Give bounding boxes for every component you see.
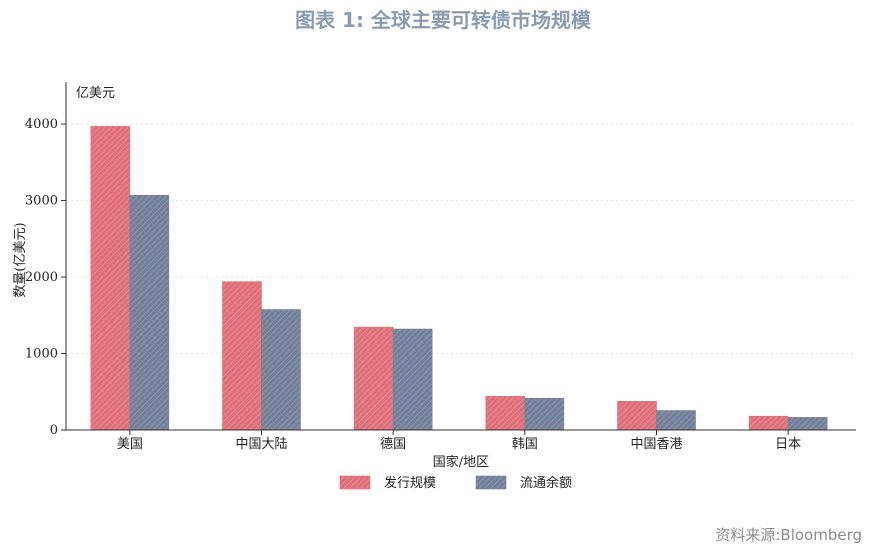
legend: 发行规模 流通余额 xyxy=(339,475,572,491)
bar-issue xyxy=(617,401,657,431)
bar-outstanding xyxy=(129,194,170,431)
y-tick-label: 0 xyxy=(50,423,58,438)
x-tick-label: 美国 xyxy=(117,437,143,452)
legend-swatch xyxy=(475,475,507,490)
y-tick-label: 2000 xyxy=(25,270,58,285)
legend-label: 流通余额 xyxy=(520,475,572,491)
source-note: 资料来源:Bloomberg xyxy=(715,526,862,544)
bar-outstanding xyxy=(524,397,565,431)
bar-issue xyxy=(222,281,262,431)
bar-issue xyxy=(748,415,789,431)
x-tick-label: 中国香港 xyxy=(630,437,682,452)
legend-swatch xyxy=(339,475,371,490)
bar-issue xyxy=(90,126,131,431)
x-tick-label: 日本 xyxy=(775,437,801,452)
legend-label: 发行规模 xyxy=(384,475,436,491)
y-tick-label: 1000 xyxy=(25,347,58,362)
y-axis-label: 数量(亿美元) xyxy=(13,222,28,297)
bar-outstanding xyxy=(261,309,301,431)
x-tick-label: 中国大陆 xyxy=(235,436,287,452)
bar-issue xyxy=(485,396,526,431)
bar-outstanding xyxy=(392,328,433,431)
chart-title: 图表 1: 全球主要可转债市场规模 xyxy=(295,8,591,32)
unit-label: 亿美元 xyxy=(76,86,115,101)
x-axis-label: 国家/地区 xyxy=(433,454,489,470)
bar-issue xyxy=(353,326,394,431)
bar-outstanding xyxy=(787,417,828,431)
x-tick-label: 德国 xyxy=(380,437,406,452)
bar-outstanding xyxy=(656,410,696,431)
y-tick-label: 3000 xyxy=(25,194,58,209)
y-tick-label: 4000 xyxy=(25,117,58,132)
x-tick-label: 韩国 xyxy=(512,437,538,452)
